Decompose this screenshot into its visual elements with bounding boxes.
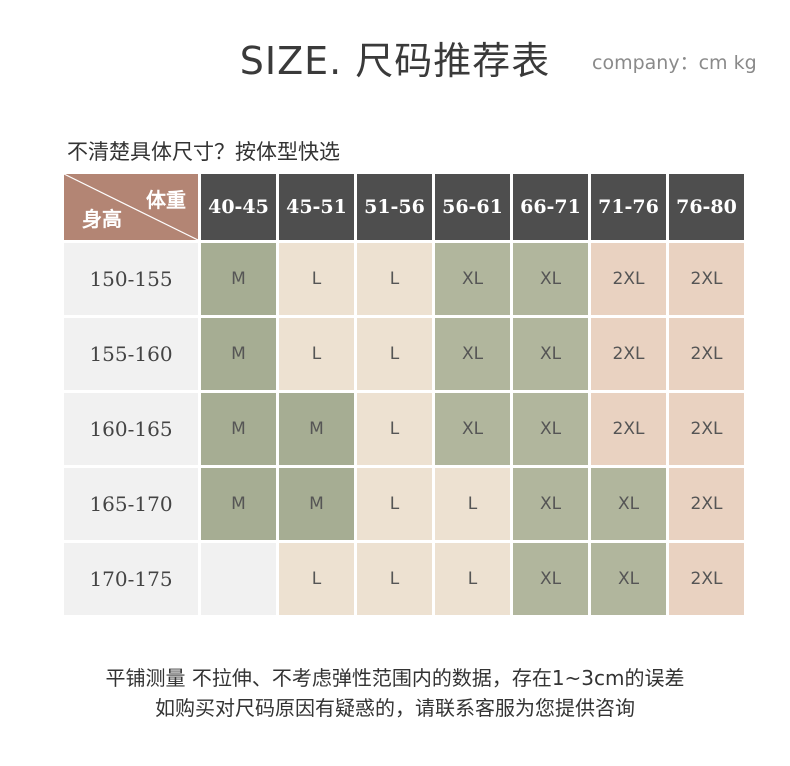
size-cell: L	[357, 318, 432, 390]
height-label-cell: 150-155	[64, 243, 198, 315]
diagonal-divider	[64, 174, 198, 240]
measurement-note: 平铺测量 不拉伸、不考虑弹性范围内的数据，存在1~3cm的误差	[105, 666, 685, 690]
table-row: 170-175 L L L XL XL 2XL	[64, 543, 744, 615]
weight-header-cell: 51-56	[357, 174, 432, 240]
height-label-cell: 165-170	[64, 468, 198, 540]
height-label-cell: 170-175	[64, 543, 198, 615]
size-cell: XL	[513, 243, 588, 315]
table-row: 155-160 M L L XL XL 2XL 2XL	[64, 318, 744, 390]
size-cell: 2XL	[669, 393, 744, 465]
size-cell: 2XL	[669, 543, 744, 615]
height-axis-label: 身高	[82, 207, 122, 231]
weight-header-cell: 56-61	[435, 174, 510, 240]
size-cell: M	[279, 393, 354, 465]
size-cell: L	[279, 543, 354, 615]
size-cell: L	[279, 318, 354, 390]
size-cell: M	[201, 393, 276, 465]
size-cell: 2XL	[669, 468, 744, 540]
size-cell: M	[201, 318, 276, 390]
size-cell: L	[435, 543, 510, 615]
corner-header-cell: 体重 身高	[64, 174, 198, 240]
weight-header-cell: 76-80	[669, 174, 744, 240]
size-cell: 2XL	[669, 318, 744, 390]
size-cell: XL	[513, 468, 588, 540]
size-cell: XL	[513, 543, 588, 615]
size-cell: L	[357, 393, 432, 465]
subtitle: 不清楚具体尺寸？按体型快选	[67, 140, 340, 164]
size-cell: 2XL	[591, 318, 666, 390]
size-cell: L	[279, 243, 354, 315]
contact-note: 如购买对尺码原因有疑惑的，请联系客服为您提供咨询	[155, 696, 635, 720]
weight-header-cell: 66-71	[513, 174, 588, 240]
unit-note: company：cm kg	[592, 52, 757, 74]
header-row: 体重 身高 40-45 45-51 51-56 56-61 66-71 71-76 76-8…	[64, 174, 744, 240]
table-row: 150-155 M L L XL XL 2XL 2XL	[64, 243, 744, 315]
size-cell: XL	[591, 468, 666, 540]
size-cell: XL	[435, 243, 510, 315]
size-cell: L	[357, 468, 432, 540]
height-label-cell: 155-160	[64, 318, 198, 390]
table-row: 165-170 M M L L XL XL 2XL	[64, 468, 744, 540]
size-cell: XL	[435, 318, 510, 390]
size-cell	[201, 543, 276, 615]
weight-header-cell: 71-76	[591, 174, 666, 240]
size-cell: XL	[435, 393, 510, 465]
size-chart-table: 体重 身高 40-45 45-51 51-56 56-61 66-71 71-76 76-8…	[61, 171, 747, 618]
size-cell: 2XL	[669, 243, 744, 315]
size-cell: L	[357, 243, 432, 315]
size-cell: M	[201, 468, 276, 540]
size-cell: M	[201, 243, 276, 315]
size-cell: L	[435, 468, 510, 540]
weight-axis-label: 体重	[146, 188, 186, 212]
size-cell: L	[357, 543, 432, 615]
table-row: 160-165 M M L XL XL 2XL 2XL	[64, 393, 744, 465]
size-cell: XL	[513, 393, 588, 465]
page-title: SIZE. 尺码推荐表	[239, 39, 551, 83]
size-cell: M	[279, 468, 354, 540]
size-cell: 2XL	[591, 393, 666, 465]
weight-header-cell: 45-51	[279, 174, 354, 240]
size-cell: XL	[591, 543, 666, 615]
size-cell: XL	[513, 318, 588, 390]
weight-header-cell: 40-45	[201, 174, 276, 240]
height-label-cell: 160-165	[64, 393, 198, 465]
size-cell: 2XL	[591, 243, 666, 315]
size-chart-body: 150-155 M L L XL XL 2XL 2XL 155-160 M L L XL XL 2XL 2XL…	[64, 243, 744, 615]
